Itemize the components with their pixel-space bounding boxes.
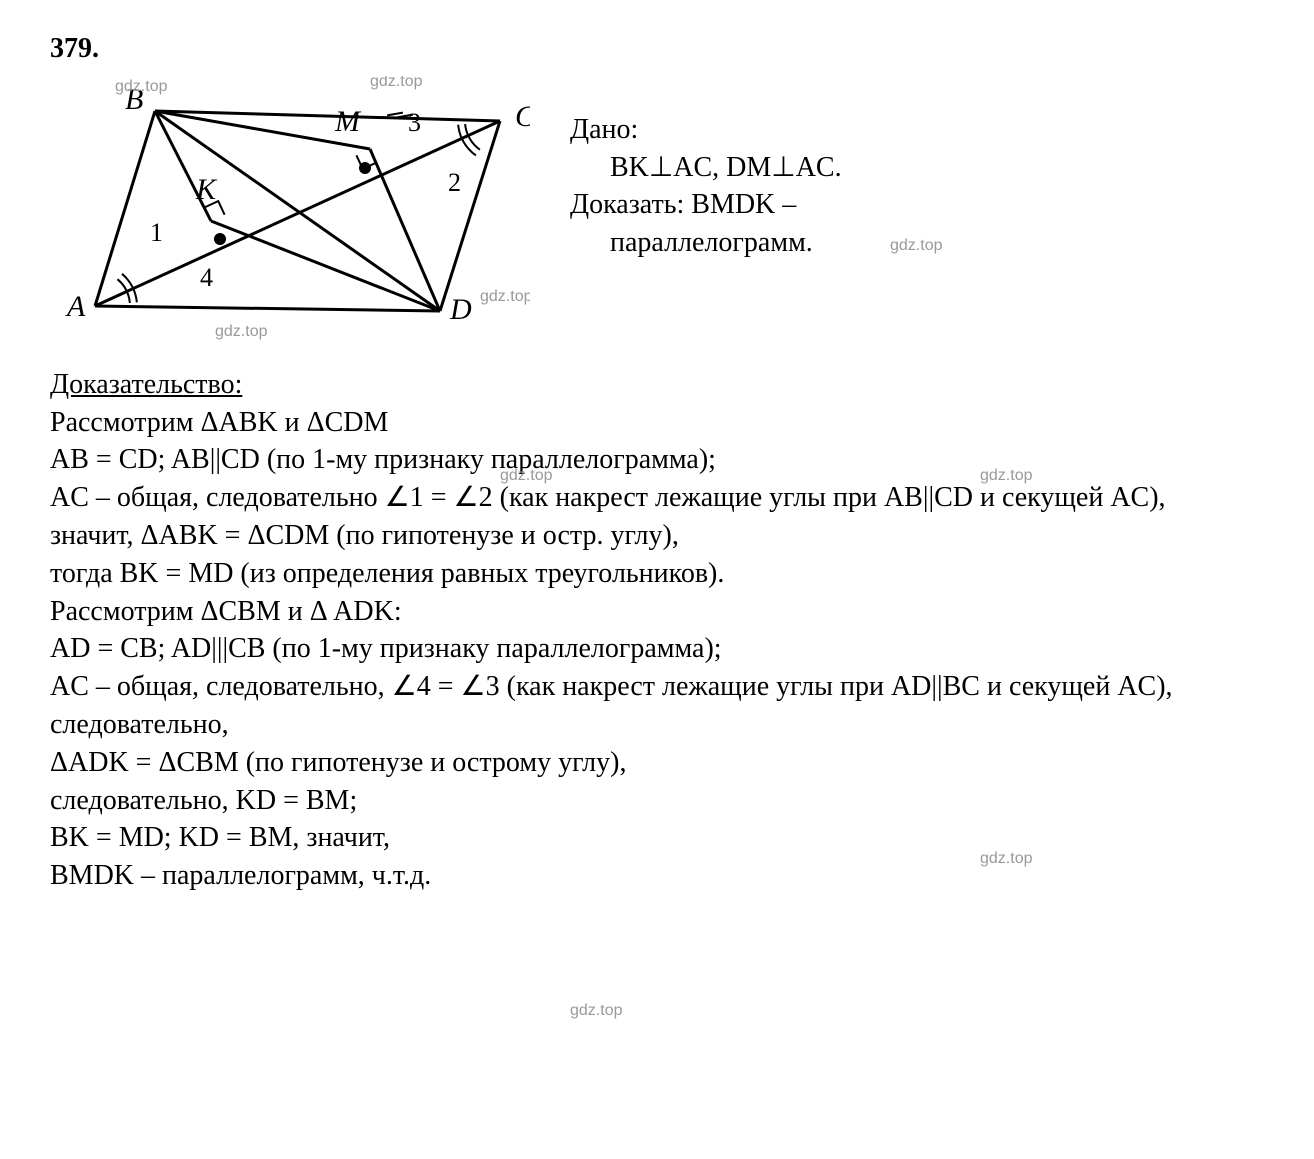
prove-line2: параллелограмм. — [570, 224, 842, 262]
proof-line: тогда BK = MD (из определения равных тре… — [50, 555, 1264, 593]
given-title: Дано: — [570, 111, 842, 149]
problem-number: 379. — [50, 30, 1264, 68]
proof-line: Рассмотрим ΔCBM и Δ ADK: — [50, 593, 1264, 631]
proof-title: Доказательство: — [50, 366, 242, 404]
svg-text:D: D — [449, 293, 472, 326]
svg-text:K: K — [195, 173, 218, 206]
svg-text:A: A — [65, 290, 86, 323]
proof-line: ΔADK = ΔCBM (по гипотенузе и острому угл… — [50, 744, 1264, 782]
top-section: ABCDKM1234gdz.topgdz.topgdz.topgdz.top Д… — [50, 76, 1264, 356]
watermark: gdz.top — [570, 1000, 622, 1022]
proof-line: AC – общая, следовательно, ∠4 = ∠3 (как … — [50, 668, 1264, 744]
prove-line: Доказать: BMDK – — [570, 186, 842, 224]
proof-line: значит, ΔABK = ΔCDM (по гипотенузе и ост… — [50, 517, 1264, 555]
prove-label: Доказать: — [570, 189, 691, 220]
given-line1: BK⊥AC, DM⊥AC. — [570, 149, 842, 187]
proof-section: Доказательство: Рассмотрим ΔABK и ΔCDMAB… — [50, 366, 1264, 895]
svg-text:M: M — [334, 105, 362, 138]
svg-text:gdz.top: gdz.top — [480, 288, 530, 305]
svg-text:4: 4 — [200, 263, 213, 292]
svg-text:gdz.top: gdz.top — [115, 78, 168, 95]
geometry-diagram: ABCDKM1234gdz.topgdz.topgdz.topgdz.top — [50, 76, 530, 356]
svg-text:3: 3 — [408, 108, 421, 137]
proof-line: AC – общая, следовательно ∠1 = ∠2 (как н… — [50, 479, 1264, 517]
svg-text:1: 1 — [150, 218, 163, 247]
proof-line: следовательно, KD = BM; — [50, 782, 1264, 820]
prove-text: BMDK – — [691, 189, 796, 220]
svg-text:gdz.top: gdz.top — [370, 76, 423, 90]
svg-text:C: C — [515, 100, 530, 133]
proof-line: BMDK – параллелограмм, ч.т.д. — [50, 857, 1264, 895]
proof-line: BK = MD; KD = BM, значит, — [50, 819, 1264, 857]
proof-line: AD = CB; AD|||CB (по 1-му признаку парал… — [50, 630, 1264, 668]
svg-text:2: 2 — [448, 168, 461, 197]
diagram-svg: ABCDKM1234gdz.topgdz.topgdz.topgdz.top — [50, 76, 530, 356]
proof-line: AB = CD; AB||CD (по 1-му признаку паралл… — [50, 441, 1264, 479]
svg-text:gdz.top: gdz.top — [215, 323, 268, 340]
proof-body: Рассмотрим ΔABK и ΔCDMAB = CD; AB||CD (п… — [50, 404, 1264, 895]
proof-line: Рассмотрим ΔABK и ΔCDM — [50, 404, 1264, 442]
given-section: Дано: BK⊥AC, DM⊥AC. Доказать: BMDK – пар… — [570, 76, 842, 262]
